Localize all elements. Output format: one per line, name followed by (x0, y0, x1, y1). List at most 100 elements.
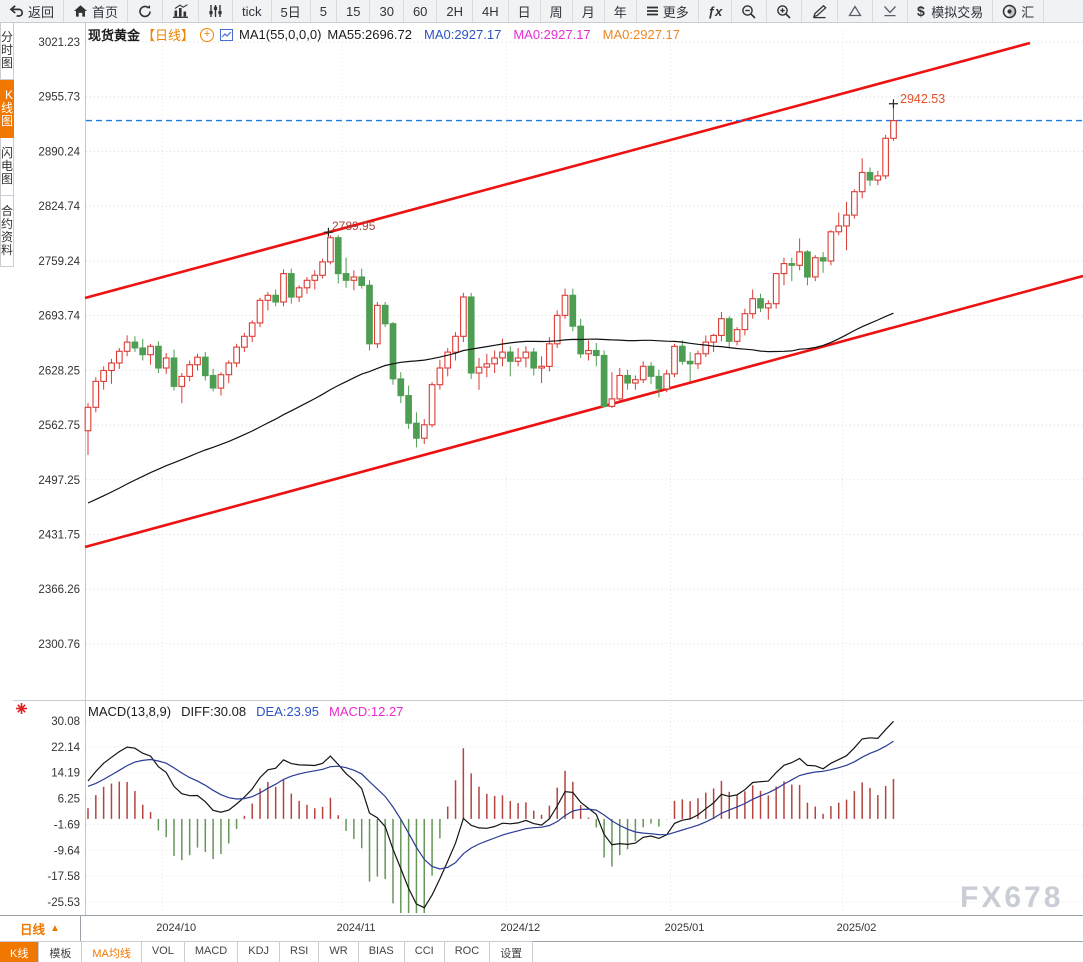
candle (248, 322, 256, 337)
footer-tab-11[interactable]: 设置 (490, 942, 534, 962)
candle (819, 257, 827, 262)
triangle-tool-button[interactable] (838, 0, 874, 22)
trendline-lower[interactable] (84, 274, 1083, 549)
candle (436, 367, 444, 386)
footer-tab-7[interactable]: WR (319, 942, 359, 962)
check-down-icon (882, 4, 898, 18)
tab-kline-chart[interactable]: K 线 图 (0, 80, 14, 138)
macd-dea-value: DEA:23.95 (256, 704, 319, 719)
candle (178, 375, 186, 387)
zoom-out-button[interactable] (732, 0, 768, 22)
macd-diff-line (87, 720, 894, 909)
ma0-value-blue: MA0:2927.17 (423, 27, 502, 42)
candle (647, 365, 655, 377)
compass-icon (1002, 4, 1017, 19)
footer-tab-1[interactable]: 模板 (39, 942, 83, 962)
candle (201, 356, 209, 377)
footer-tab-4[interactable]: MACD (185, 942, 239, 962)
candle (475, 366, 483, 374)
bar-chart-button[interactable] (163, 0, 200, 22)
candle (663, 373, 671, 390)
indicator-settings-icon[interactable] (15, 702, 28, 720)
zoom-in-button[interactable] (767, 0, 803, 22)
interval-5[interactable]: 5 (311, 0, 337, 22)
footer-tab-0[interactable]: K线 (0, 942, 40, 962)
interval-daily[interactable]: 日 (509, 0, 541, 22)
candle (397, 378, 405, 397)
refresh-button[interactable] (128, 0, 164, 22)
footer-tab-10[interactable]: ROC (445, 942, 491, 962)
candle (764, 303, 772, 309)
candle (186, 364, 194, 377)
period-selector[interactable]: 日线 ▲ (0, 916, 81, 941)
home-button[interactable]: 首页 (64, 0, 129, 22)
interval-5d[interactable]: 5日 (272, 0, 311, 22)
footer-tab-5[interactable]: KDJ (238, 942, 281, 962)
trendline-upper[interactable] (84, 41, 1031, 300)
interval-tick[interactable]: tick (233, 0, 272, 22)
candle (624, 374, 631, 384)
footer-tab-8[interactable]: BIAS (359, 942, 405, 962)
macd-header: MACD(13,8,9) DIFF:30.08 DEA:23.95 MACD:1… (88, 704, 403, 719)
menu-icon (646, 5, 659, 17)
candle (788, 263, 796, 266)
interval-weekly[interactable]: 周 (541, 0, 573, 22)
macd-axis-label: -17.58 (47, 871, 80, 883)
macd-params: MACD(13,8,9) (88, 704, 172, 719)
interval-30[interactable]: 30 (370, 0, 404, 22)
interval-2h[interactable]: 2H (437, 0, 474, 22)
price-axis-label: 2824.74 (38, 201, 80, 213)
candle (890, 120, 897, 139)
sim-trade-button[interactable]: $ 模拟交易 (908, 0, 994, 22)
interval-4h[interactable]: 4H (473, 0, 509, 22)
candle (256, 299, 264, 324)
price-axis-label: 2693.74 (38, 311, 80, 323)
candle (334, 237, 342, 275)
candle (804, 251, 811, 278)
candle (366, 284, 373, 345)
back-button[interactable]: 返回 (0, 0, 65, 22)
candle (405, 395, 412, 424)
price-axis-label: 2890.24 (38, 146, 80, 158)
tab-flash-chart[interactable]: 闪 电 图 (0, 138, 14, 196)
kline-style-button[interactable] (199, 0, 234, 22)
mini-chart-icon[interactable] (220, 28, 234, 41)
check-down-tool-button[interactable] (873, 0, 909, 22)
candle (639, 365, 647, 381)
back-button-label: 返回 (28, 4, 55, 20)
footer-tab-9[interactable]: CCI (405, 942, 445, 962)
candle (718, 318, 725, 336)
candle (608, 398, 616, 407)
huitong-button[interactable]: 汇 (993, 0, 1045, 22)
swing-high-label: 2789.95 (332, 219, 376, 233)
add-favorite-icon[interactable]: + (200, 27, 215, 42)
macd-axis-label: 6.25 (58, 794, 80, 806)
period-arrow-icon: ▲ (50, 923, 60, 934)
draw-line-button[interactable] (802, 0, 839, 22)
interval-monthly-label: 月 (581, 4, 595, 20)
interval-yearly[interactable]: 年 (605, 0, 637, 22)
macd-axis-label: 14.19 (51, 768, 80, 780)
macd-axis-label: -1.69 (54, 819, 80, 831)
footer-tab-6[interactable]: RSI (280, 942, 320, 962)
footer-tab-3[interactable]: VOL (142, 942, 185, 962)
candle (796, 251, 803, 266)
candle (100, 369, 107, 382)
more-button[interactable]: 更多 (637, 0, 699, 22)
indicator-fx-button[interactable]: ƒx (699, 0, 733, 22)
candle (287, 273, 295, 298)
interval-15[interactable]: 15 (337, 0, 371, 22)
interval-60[interactable]: 60 (404, 0, 438, 22)
tab-contract-info[interactable]: 合 约 资 料 (0, 196, 14, 267)
candle (851, 191, 858, 216)
footer-tab-2[interactable]: MA均线 (82, 942, 142, 962)
candle (295, 287, 303, 298)
candle (499, 351, 506, 359)
footer-tabs: K线 模板 MA均线 VOL MACD KDJ RSI WR BIAS CCI ROC 设置 (0, 941, 534, 962)
tab-time-chart[interactable]: 分 时 图 (0, 22, 14, 80)
candle (373, 304, 381, 345)
candle (772, 273, 780, 305)
interval-monthly[interactable]: 月 (573, 0, 605, 22)
price-axis-label: 2955.73 (38, 92, 80, 104)
